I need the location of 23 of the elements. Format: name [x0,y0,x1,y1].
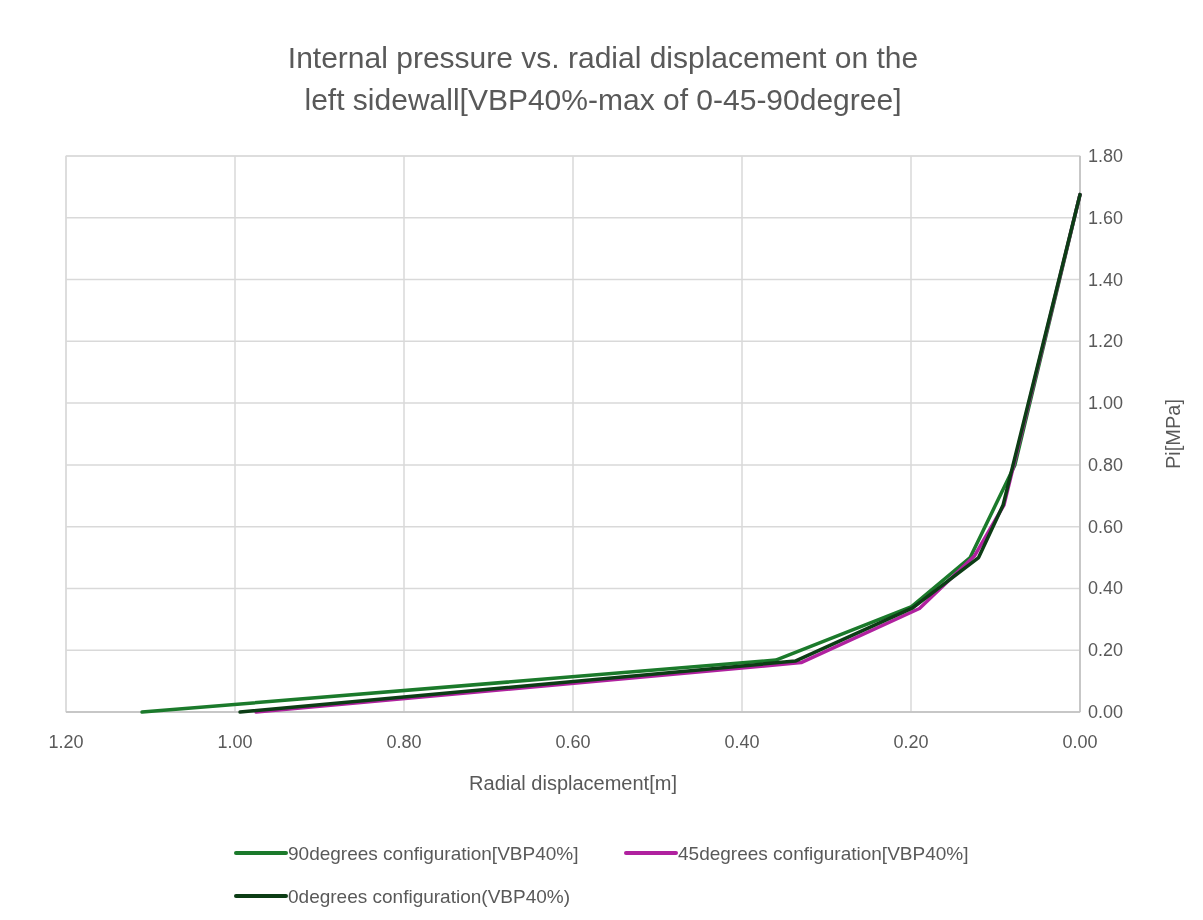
y-tick-label: 0.60 [1088,516,1124,537]
x-tick-label: 1.20 [48,732,84,752]
legend-label: 90degrees configuration[VBP40%] [288,843,579,864]
legend-label: 0degrees configuration(VBP40%) [288,886,571,907]
x-tick-label: 0.40 [724,732,760,752]
y-tick-label: 0.20 [1088,640,1124,661]
x-tick-label: 1.00 [217,732,253,752]
legend-label: 45degrees configuration[VBP40%] [678,843,969,864]
x-tick-label: 0.80 [386,732,422,752]
y-tick-label: 0.40 [1088,578,1124,599]
chart-title: Internal pressure vs. radial displacement on the left sidewall[VBP40%-max of 0-45-90degree] [287,41,919,116]
y-tick-label: 0.80 [1088,454,1124,475]
y-tick-label: 1.60 [1088,207,1124,228]
x-tick-label: 0.60 [555,732,591,752]
y-tick-label: 1.00 [1088,393,1124,414]
y-tick-label: 1.40 [1088,269,1124,290]
x-axis-title: Radial displacement[m] [469,772,677,794]
x-tick-label: 0.00 [1062,732,1098,752]
y-tick-label: 1.20 [1088,331,1124,352]
x-tick-label: 0.20 [893,732,929,752]
y-tick-label: 0.00 [1088,702,1124,722]
y-axis-title: Pi[MPa] [1162,398,1184,470]
y-tick-label: 1.80 [1088,146,1124,166]
